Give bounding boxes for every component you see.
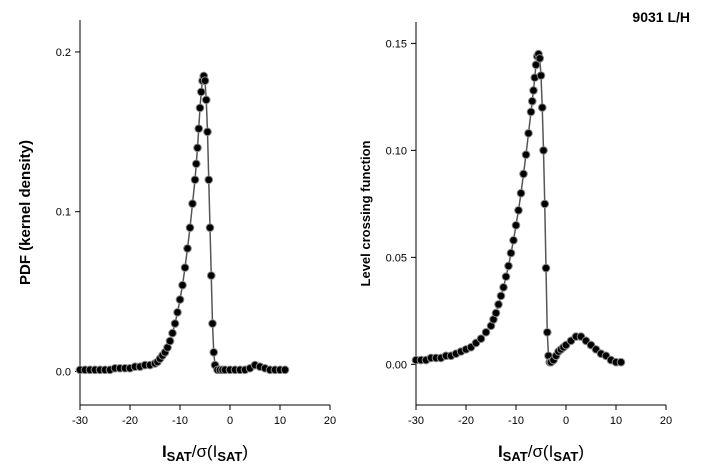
data-point (541, 263, 551, 273)
data-point (203, 127, 212, 137)
data-point (539, 146, 548, 155)
data-point (200, 76, 210, 86)
x-tick-label: 20 (324, 415, 336, 427)
data-point (514, 205, 523, 215)
x-tick-label: -20 (122, 415, 138, 427)
x-tick-label: -10 (508, 415, 524, 427)
data-point (481, 327, 491, 337)
data-point (494, 300, 503, 309)
x-tick-label: 0 (227, 415, 233, 427)
data-point (519, 169, 528, 179)
data-point (194, 124, 204, 133)
x-tick-label: 0 (563, 415, 569, 427)
x-title-part: ) (242, 442, 248, 461)
data-point (535, 54, 545, 63)
y-tick-label: 0.0 (56, 366, 71, 378)
data-point (170, 319, 180, 328)
data-point (506, 248, 516, 258)
x-tick-label: -20 (458, 415, 474, 427)
data-point (496, 291, 506, 301)
x-title-part: /σ(I (192, 442, 218, 461)
x-tick-label: -30 (72, 415, 88, 427)
x-axis-title: ISAT/σ(ISAT) (162, 442, 248, 464)
data-point (537, 103, 547, 112)
data-point (491, 308, 501, 318)
data-point (531, 60, 541, 70)
x-title-part: /σ(I (528, 442, 554, 461)
data-point (208, 319, 217, 328)
data-point (526, 107, 536, 117)
x-title-part: ) (578, 442, 584, 461)
data-point (476, 334, 486, 343)
data-point (196, 87, 206, 97)
data-point (188, 199, 197, 209)
x-title-subscript: SAT (167, 449, 192, 464)
data-point (185, 223, 195, 232)
x-axis-title: ISAT/σ(ISAT) (498, 442, 584, 464)
y-tick-label: 0.10 (386, 145, 407, 157)
data-point (165, 336, 175, 346)
data-point (205, 223, 215, 232)
data-point (206, 271, 216, 280)
data-point (521, 150, 531, 159)
data-point (190, 175, 200, 185)
data-point (509, 235, 518, 245)
data-point (524, 128, 533, 138)
data-point (501, 272, 511, 281)
annotation: 9031 L/H (632, 9, 690, 25)
data-point (511, 220, 521, 230)
x-tick-label: -10 (172, 415, 188, 427)
data-point (209, 347, 219, 357)
data-point (178, 280, 187, 290)
data-point (168, 328, 177, 338)
data-point (183, 244, 192, 253)
x-tick-label: 10 (274, 415, 286, 427)
y-tick-label: 0.00 (386, 359, 407, 371)
data-point (536, 71, 546, 80)
data-point (540, 199, 550, 209)
x-title-part: I (498, 442, 503, 461)
x-tick-label: -30 (408, 415, 424, 427)
data-point (180, 263, 190, 272)
chart-panel: 0.0 0.1 0.2 -30 -20 -10 0 10 20 PDF (kernel densi… (17, 20, 336, 464)
data-point (542, 327, 552, 337)
x-title-subscript: SAT (217, 449, 242, 464)
x-title-part: I (162, 442, 167, 461)
x-tick-label: 10 (610, 415, 622, 427)
data-point (191, 159, 201, 169)
x-title-subscript: SAT (503, 449, 528, 464)
data-point (280, 365, 290, 375)
x-tick-label: 20 (660, 415, 672, 427)
data-point (193, 143, 202, 153)
y-tick-label: 0.2 (56, 47, 71, 59)
data-point (175, 295, 185, 304)
data-point (504, 261, 513, 271)
x-title-subscript: SAT (553, 449, 578, 464)
data-point (173, 308, 182, 317)
y-tick-label: 0.05 (386, 252, 407, 264)
y-axis-title: PDF (kernel density) (17, 140, 34, 285)
chart-panel: 0.00 0.05 0.10 0.15 -30 -20 -10 0 10 20 Level cros… (358, 9, 690, 464)
data-point (195, 103, 205, 113)
y-tick-label: 0.1 (56, 207, 71, 219)
data-point (201, 95, 211, 105)
data-point (204, 175, 214, 185)
data-point (516, 188, 526, 198)
data-line (80, 72, 285, 371)
data-point (499, 283, 508, 292)
data-point (527, 96, 537, 106)
y-axis-title: Level crossing function (358, 140, 373, 286)
data-point (529, 86, 538, 95)
data-point (616, 357, 626, 367)
y-tick-label: 0.15 (386, 38, 407, 50)
